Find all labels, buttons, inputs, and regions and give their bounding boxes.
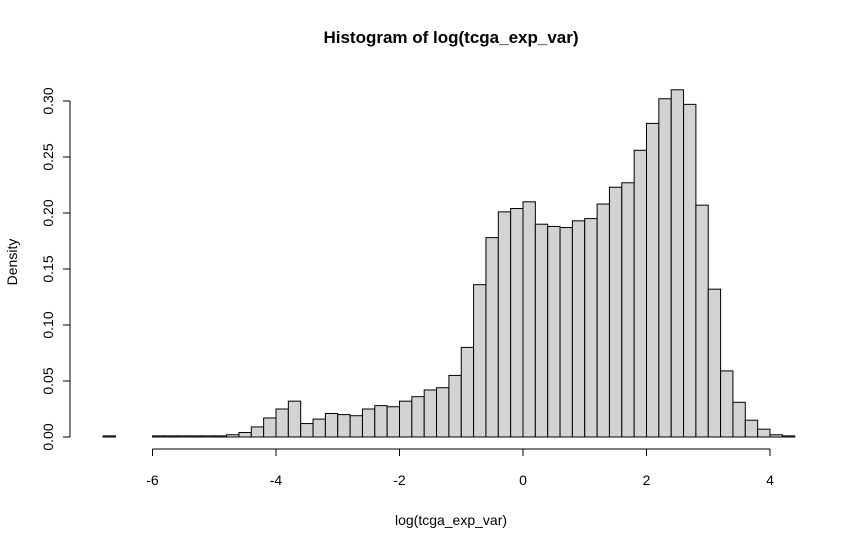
- histogram-bar: [386, 406, 400, 438]
- x-axis-label: log(tcga_exp_var): [395, 512, 507, 528]
- histogram-bar: [695, 204, 709, 438]
- histogram-bar: [720, 370, 734, 438]
- x-tick-label: -4: [270, 472, 283, 488]
- bars: [102, 89, 796, 438]
- histogram-bar: [670, 89, 685, 438]
- x-tick-label: -2: [393, 472, 406, 488]
- y-tick-label: 0.20: [40, 199, 56, 226]
- histogram-bar: [189, 435, 203, 438]
- histogram-bar: [781, 435, 796, 438]
- histogram-bar: [608, 186, 623, 438]
- histogram-bar: [164, 435, 178, 438]
- histogram-bar: [176, 435, 191, 438]
- histogram-bar: [312, 418, 326, 438]
- histogram-bar: [102, 435, 116, 438]
- histogram-bar: [460, 346, 475, 438]
- histogram-bar: [510, 208, 524, 438]
- histogram-bar: [571, 220, 586, 438]
- histogram-bar: [534, 223, 549, 438]
- histogram-bar: [263, 417, 277, 438]
- y-tick-label: 0.15: [40, 255, 56, 282]
- y-axis-label: Density: [4, 239, 20, 286]
- histogram-bar: [707, 288, 722, 438]
- histogram-bar: [337, 414, 351, 438]
- histogram-bar: [213, 435, 228, 438]
- histogram-bar: [349, 415, 363, 438]
- histogram-bar: [324, 412, 339, 438]
- histogram-bar: [683, 103, 697, 438]
- histogram-bar: [584, 218, 598, 438]
- y-tick-label: 0.30: [40, 87, 56, 114]
- y-tick-label: 0.05: [40, 367, 56, 394]
- histogram-bar: [473, 284, 487, 438]
- histogram-bar: [287, 400, 302, 438]
- histogram-bar: [485, 237, 499, 438]
- histogram-bar: [757, 428, 771, 438]
- histogram-bar: [250, 426, 265, 438]
- x-tick-label: 2: [643, 472, 651, 488]
- histogram-bar: [646, 122, 660, 438]
- histogram-bar: [374, 405, 388, 438]
- x-tick-label: 4: [766, 472, 774, 488]
- histogram-bar: [201, 435, 215, 438]
- y-tick-label: 0.10: [40, 311, 56, 338]
- histogram-bar: [547, 225, 561, 438]
- histogram-bar: [226, 434, 240, 438]
- histogram-bar: [300, 423, 314, 438]
- histogram-bar: [769, 434, 783, 438]
- x-axis: -6 -4 -2 0 2 4: [146, 448, 774, 488]
- histogram-bar: [658, 98, 672, 438]
- histogram-bar: [238, 432, 252, 438]
- histogram-bar: [411, 396, 425, 438]
- histogram-bar: [744, 419, 759, 438]
- histogram-bar: [399, 400, 413, 438]
- histogram-bar: [152, 435, 166, 438]
- histogram-bar: [621, 182, 635, 438]
- histogram-bar: [497, 211, 512, 438]
- histogram-bar: [436, 387, 450, 438]
- histogram-bar: [275, 408, 289, 438]
- y-tick-label: 0.25: [40, 143, 56, 170]
- y-tick-label: 0.00: [40, 423, 56, 450]
- histogram-bar: [732, 401, 746, 438]
- histogram-bar: [559, 227, 573, 438]
- histogram-bar: [361, 408, 376, 438]
- x-tick-label: 0: [519, 472, 527, 488]
- histogram-bar: [596, 203, 610, 438]
- histogram-bar: [448, 374, 462, 438]
- histogram-bar: [522, 201, 536, 438]
- histogram-bar: [423, 389, 438, 438]
- y-axis: 0.00 0.05 0.10 0.15 0.20 0.25 0.30: [40, 87, 71, 451]
- histogram-bar: [633, 149, 648, 438]
- x-tick-label: -6: [146, 472, 159, 488]
- chart-title: Histogram of log(tcga_exp_var): [323, 28, 578, 47]
